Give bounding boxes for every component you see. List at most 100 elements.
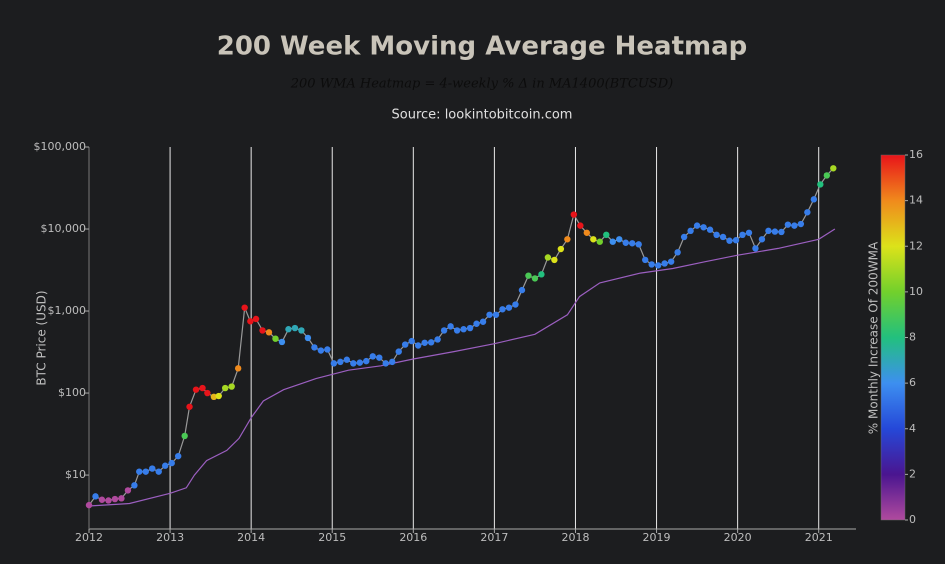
- colorbar-tick-label: 16: [909, 148, 923, 161]
- dot: [810, 196, 818, 203]
- dot: [168, 459, 175, 467]
- dot: [421, 339, 428, 346]
- dot: [304, 334, 312, 342]
- colorbar-tick-label: 14: [909, 194, 923, 207]
- dot: [765, 227, 772, 235]
- dot: [343, 356, 351, 363]
- dot: [752, 245, 759, 252]
- dot: [192, 386, 200, 393]
- dot: [210, 393, 218, 401]
- dot: [603, 231, 610, 239]
- dot: [124, 487, 132, 494]
- x-tick-label: 2017: [480, 531, 508, 544]
- dot: [700, 224, 707, 231]
- dot: [609, 238, 616, 245]
- dot: [778, 228, 785, 236]
- dot: [466, 324, 474, 332]
- y-tick-label: $10: [65, 468, 86, 481]
- dot: [186, 403, 193, 410]
- dot: [823, 172, 831, 179]
- dot: [713, 231, 720, 239]
- dot: [661, 260, 668, 267]
- dot: [389, 358, 396, 366]
- dot: [376, 354, 383, 361]
- source: Source: lookintobitcoin.com: [392, 108, 573, 123]
- dot: [460, 326, 467, 333]
- dot: [732, 237, 740, 244]
- dot: [648, 261, 655, 268]
- dot: [667, 258, 675, 265]
- dot: [726, 237, 733, 244]
- dot: [181, 432, 188, 440]
- y-tick-label: $1,000: [48, 304, 87, 317]
- y-tick-label: $100,000: [34, 140, 87, 153]
- dot: [427, 339, 435, 346]
- dot: [142, 468, 149, 475]
- dot: [719, 233, 727, 241]
- x-tick-label: 2013: [156, 531, 184, 544]
- y-axis-title: BTC Price (USD): [35, 290, 49, 385]
- dot: [111, 495, 119, 503]
- dot: [577, 222, 584, 229]
- dot: [149, 465, 156, 472]
- chart-subtitle: 200 WMA Heatmap = 4-weekly % Δ in MA1400…: [290, 77, 673, 92]
- dot: [174, 452, 182, 460]
- dot: [291, 324, 299, 332]
- dot: [414, 342, 422, 349]
- dot: [155, 468, 162, 475]
- dot: [265, 329, 273, 336]
- dot: [804, 209, 811, 216]
- dot: [570, 211, 578, 218]
- dot: [324, 346, 331, 353]
- dot: [817, 181, 824, 188]
- dot: [234, 365, 242, 372]
- dot: [118, 495, 125, 502]
- dot: [693, 222, 701, 229]
- dot: [298, 327, 305, 334]
- dot: [635, 241, 642, 248]
- dot: [408, 337, 415, 345]
- dot: [317, 347, 325, 354]
- dot: [590, 236, 597, 243]
- dot: [830, 165, 837, 172]
- x-tick-label: 2012: [75, 531, 103, 544]
- dot: [228, 383, 235, 390]
- dot: [98, 496, 106, 503]
- dot: [687, 227, 694, 235]
- colorbar-tick-label: 12: [909, 239, 923, 252]
- dot: [629, 240, 636, 247]
- dot: [199, 384, 206, 392]
- dot: [272, 335, 279, 342]
- dot: [564, 236, 571, 243]
- dot: [654, 262, 662, 269]
- dot: [215, 392, 222, 400]
- dot: [739, 231, 746, 239]
- dot: [499, 306, 506, 313]
- dot: [544, 254, 552, 261]
- dot: [350, 360, 357, 367]
- dot: [241, 304, 248, 311]
- dot: [447, 323, 454, 330]
- x-tick-label: 2016: [399, 531, 427, 544]
- x-tick-label: 2020: [724, 531, 752, 544]
- dot: [518, 286, 526, 294]
- dot: [85, 501, 93, 509]
- dot: [162, 462, 169, 469]
- dot: [105, 497, 112, 504]
- dot: [505, 304, 513, 311]
- dot: [551, 256, 558, 264]
- dot: [680, 233, 688, 241]
- dot: [583, 229, 591, 236]
- dot: [92, 493, 99, 500]
- dot: [311, 344, 318, 351]
- y-tick-label: $10,000: [41, 222, 87, 235]
- dot: [285, 326, 292, 333]
- dot: [259, 327, 266, 334]
- dot: [131, 482, 138, 489]
- dot: [531, 275, 539, 282]
- y-tick-label: $100: [58, 386, 86, 399]
- dot: [369, 353, 376, 360]
- chart-title: 200 Week Moving Average Heatmap: [217, 32, 748, 62]
